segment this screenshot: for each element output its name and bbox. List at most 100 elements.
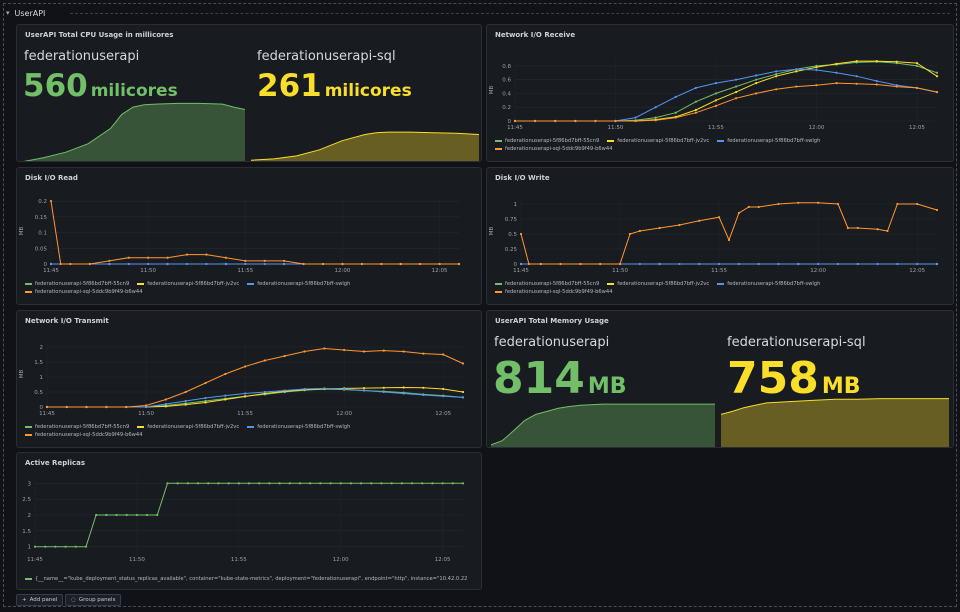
data-point[interactable]: [135, 513, 139, 517]
data-point[interactable]: [654, 106, 657, 109]
data-point[interactable]: [795, 68, 798, 71]
data-point[interactable]: [628, 232, 632, 236]
data-point[interactable]: [775, 73, 778, 76]
data-point[interactable]: [875, 59, 878, 63]
data-point[interactable]: [382, 390, 385, 394]
data-point[interactable]: [105, 513, 108, 517]
data-point[interactable]: [237, 482, 240, 485]
data-point[interactable]: [895, 60, 898, 63]
data-point[interactable]: [734, 97, 738, 100]
data-point[interactable]: [343, 348, 346, 352]
data-point[interactable]: [817, 201, 820, 204]
data-point[interactable]: [757, 205, 760, 209]
legend-item[interactable]: federationuserapi-5f86bd7bff-jv2vc: [137, 424, 239, 430]
data-point[interactable]: [916, 202, 919, 206]
data-point[interactable]: [164, 405, 167, 408]
data-point[interactable]: [698, 219, 701, 222]
data-point[interactable]: [694, 100, 697, 103]
legend-item[interactable]: federationuserapi-5f86bd7bff-jv2vc: [607, 281, 709, 287]
data-point[interactable]: [166, 482, 169, 485]
data-point[interactable]: [382, 386, 385, 389]
data-point[interactable]: [438, 262, 441, 266]
data-point[interactable]: [176, 482, 179, 485]
data-point[interactable]: [419, 262, 422, 266]
data-point[interactable]: [207, 482, 210, 485]
data-point[interactable]: [895, 85, 898, 88]
row-header[interactable]: ▾ UserAPI: [6, 6, 45, 20]
data-point[interactable]: [734, 78, 738, 81]
data-point[interactable]: [777, 262, 780, 266]
series-line-2[interactable]: [515, 68, 938, 122]
data-point[interactable]: [341, 262, 344, 266]
data-point[interactable]: [737, 211, 741, 215]
data-point[interactable]: [694, 111, 697, 114]
data-point[interactable]: [856, 262, 859, 266]
data-point[interactable]: [856, 226, 859, 230]
data-point[interactable]: [875, 83, 878, 86]
data-point[interactable]: [283, 259, 286, 262]
data-point[interactable]: [795, 85, 798, 88]
legend-item[interactable]: federationuserapi-5f86bd7bff-55cn9: [25, 424, 129, 430]
data-point[interactable]: [390, 482, 393, 485]
data-point[interactable]: [283, 262, 286, 266]
data-point[interactable]: [734, 90, 738, 94]
data-point[interactable]: [127, 262, 130, 266]
data-point[interactable]: [410, 482, 414, 485]
data-point[interactable]: [579, 262, 582, 266]
data-point[interactable]: [714, 104, 718, 107]
legend-item[interactable]: federationuserapi-5f86bd7bff-55cn9: [495, 281, 599, 287]
data-point[interactable]: [263, 262, 266, 266]
data-point[interactable]: [855, 75, 858, 78]
data-point[interactable]: [283, 354, 286, 358]
data-point[interactable]: [674, 116, 677, 119]
data-point[interactable]: [717, 216, 721, 219]
data-point[interactable]: [323, 387, 326, 390]
data-point[interactable]: [263, 359, 267, 362]
add-panel-button[interactable]: + Add panel: [16, 594, 64, 606]
data-point[interactable]: [339, 482, 342, 485]
data-point[interactable]: [147, 262, 150, 266]
data-point[interactable]: [359, 482, 363, 485]
data-point[interactable]: [431, 482, 434, 485]
data-point[interactable]: [283, 389, 286, 392]
legend-item[interactable]: federationuserapi-sql-5ddc9b9f49-b6w44: [495, 289, 613, 295]
data-point[interactable]: [915, 86, 919, 90]
data-point[interactable]: [519, 262, 523, 266]
data-point[interactable]: [44, 545, 47, 548]
series-line-3[interactable]: [520, 202, 938, 265]
data-point[interactable]: [461, 390, 465, 394]
data-point[interactable]: [935, 208, 939, 212]
data-point[interactable]: [777, 202, 780, 206]
data-point[interactable]: [876, 228, 879, 231]
data-point[interactable]: [442, 395, 445, 398]
series-line-3[interactable]: [515, 82, 938, 122]
data-point[interactable]: [835, 82, 838, 85]
panel-network-io-receive[interactable]: Network I/O Receive 0 0.2 0.4 0.6 0.8 11:45 11…: [486, 24, 954, 162]
data-point[interactable]: [915, 64, 919, 67]
data-point[interactable]: [402, 392, 405, 395]
data-point[interactable]: [323, 347, 326, 350]
data-point[interactable]: [186, 482, 189, 485]
data-point[interactable]: [714, 82, 718, 85]
data-point[interactable]: [49, 200, 53, 203]
data-point[interactable]: [815, 68, 818, 72]
data-point[interactable]: [717, 262, 721, 266]
data-point[interactable]: [164, 398, 167, 401]
data-point[interactable]: [658, 262, 661, 266]
data-point[interactable]: [360, 262, 363, 266]
data-point[interactable]: [638, 229, 641, 233]
data-point[interactable]: [775, 75, 778, 78]
data-point[interactable]: [442, 353, 445, 356]
data-point[interactable]: [915, 62, 919, 65]
data-point[interactable]: [224, 262, 227, 266]
data-point[interactable]: [461, 362, 465, 365]
data-point[interactable]: [108, 259, 111, 262]
data-point[interactable]: [263, 390, 267, 394]
data-point[interactable]: [224, 398, 227, 401]
legend-item[interactable]: {__name__="kube_deployment_status_replic…: [25, 576, 467, 582]
data-point[interactable]: [319, 482, 322, 485]
legend-item[interactable]: federationuserapi-5f86bd7bff-jv2vc: [607, 138, 709, 144]
data-point[interactable]: [204, 396, 207, 400]
data-point[interactable]: [836, 202, 840, 206]
series-line-0[interactable]: [515, 61, 938, 122]
